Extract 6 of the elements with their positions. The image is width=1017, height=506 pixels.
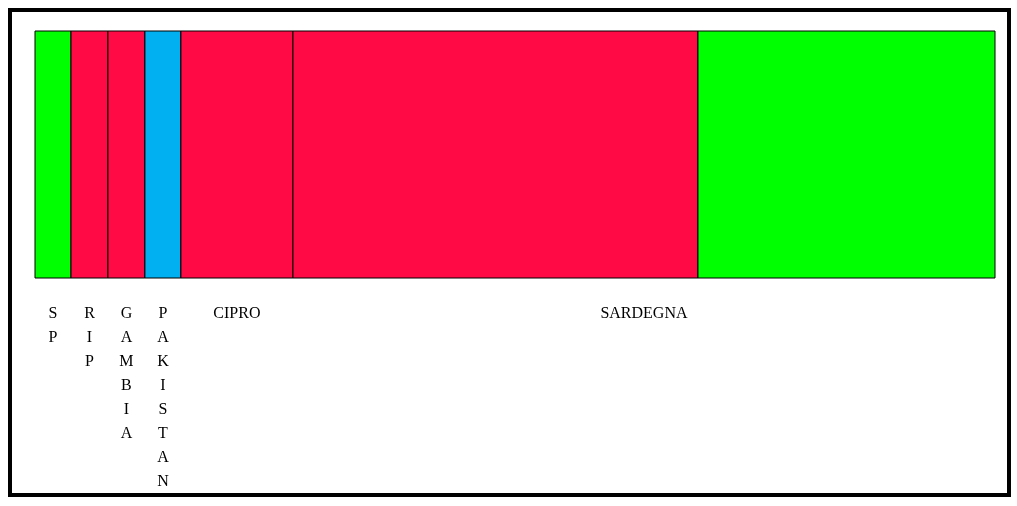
series-label: SP	[48, 304, 58, 345]
series-label: GAMBIA	[119, 304, 134, 441]
series-label: SARDEGNA	[600, 304, 688, 321]
series-label: RIP	[84, 304, 96, 369]
series-label: CIPRO	[213, 304, 261, 321]
series-label: PAKISTAN	[157, 304, 170, 489]
